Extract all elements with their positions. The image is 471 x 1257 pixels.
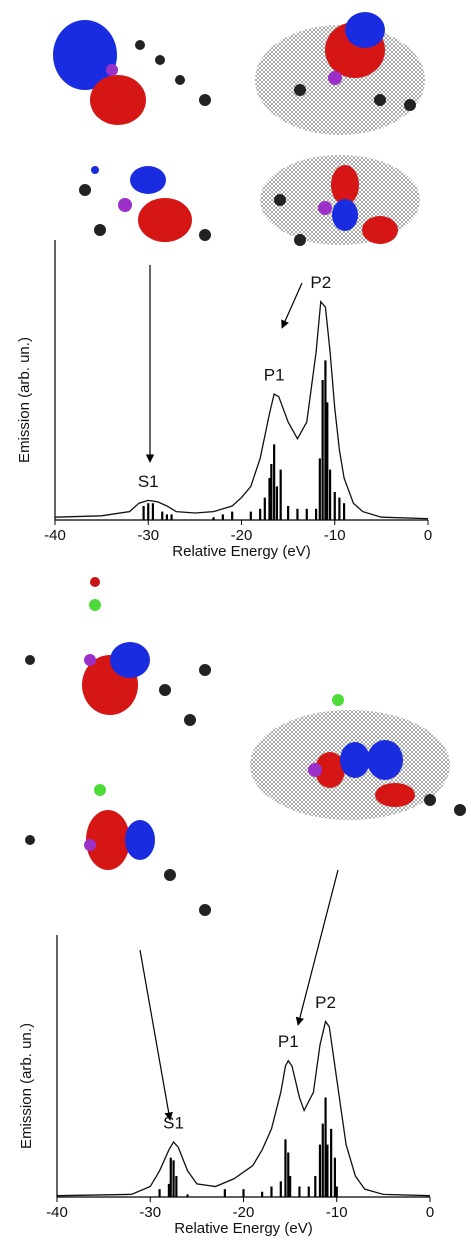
arrow (281, 282, 303, 329)
peak-label: P1 (264, 365, 285, 384)
x-tick-label: -30 (139, 1204, 161, 1221)
molecule (25, 577, 211, 726)
x-tick-label: 0 (426, 1204, 434, 1221)
x-tick-label: -40 (46, 1204, 68, 1221)
y-axis-label: Emission (arb. un.) (16, 337, 33, 463)
x-tick-label: -10 (326, 1204, 348, 1221)
x-tick-label: -20 (233, 1204, 255, 1221)
peak-label: S1 (163, 1113, 184, 1132)
peak-label: P1 (278, 1032, 299, 1051)
molecule (250, 694, 466, 820)
molecule (25, 784, 211, 916)
axes (54, 240, 428, 521)
x-tick-label: -30 (137, 527, 159, 544)
spectrum-line (54, 299, 429, 520)
spectrum-line (56, 1019, 431, 1197)
molecule (53, 20, 211, 125)
arrows (139, 265, 339, 1121)
molecule-images (25, 12, 466, 916)
x-tick-label: -10 (324, 527, 346, 544)
x-axis-label: Relative Energy (eV) (172, 543, 310, 560)
arrow (139, 949, 173, 1121)
x-tick-label: -20 (231, 527, 253, 544)
molecule (255, 12, 425, 135)
x-tick-label: 0 (424, 527, 432, 544)
y-axis-label: Emission (arb. un.) (18, 1023, 35, 1149)
x-axis-label: Relative Energy (eV) (174, 1220, 312, 1237)
molecule (79, 166, 211, 242)
molecule (260, 155, 420, 246)
arrow (295, 869, 339, 1026)
peak-label: P2 (310, 273, 331, 292)
axes (56, 935, 430, 1198)
peak-label: S1 (138, 472, 159, 491)
x-tick-label: -40 (44, 527, 66, 544)
peak-label: P2 (315, 993, 336, 1012)
